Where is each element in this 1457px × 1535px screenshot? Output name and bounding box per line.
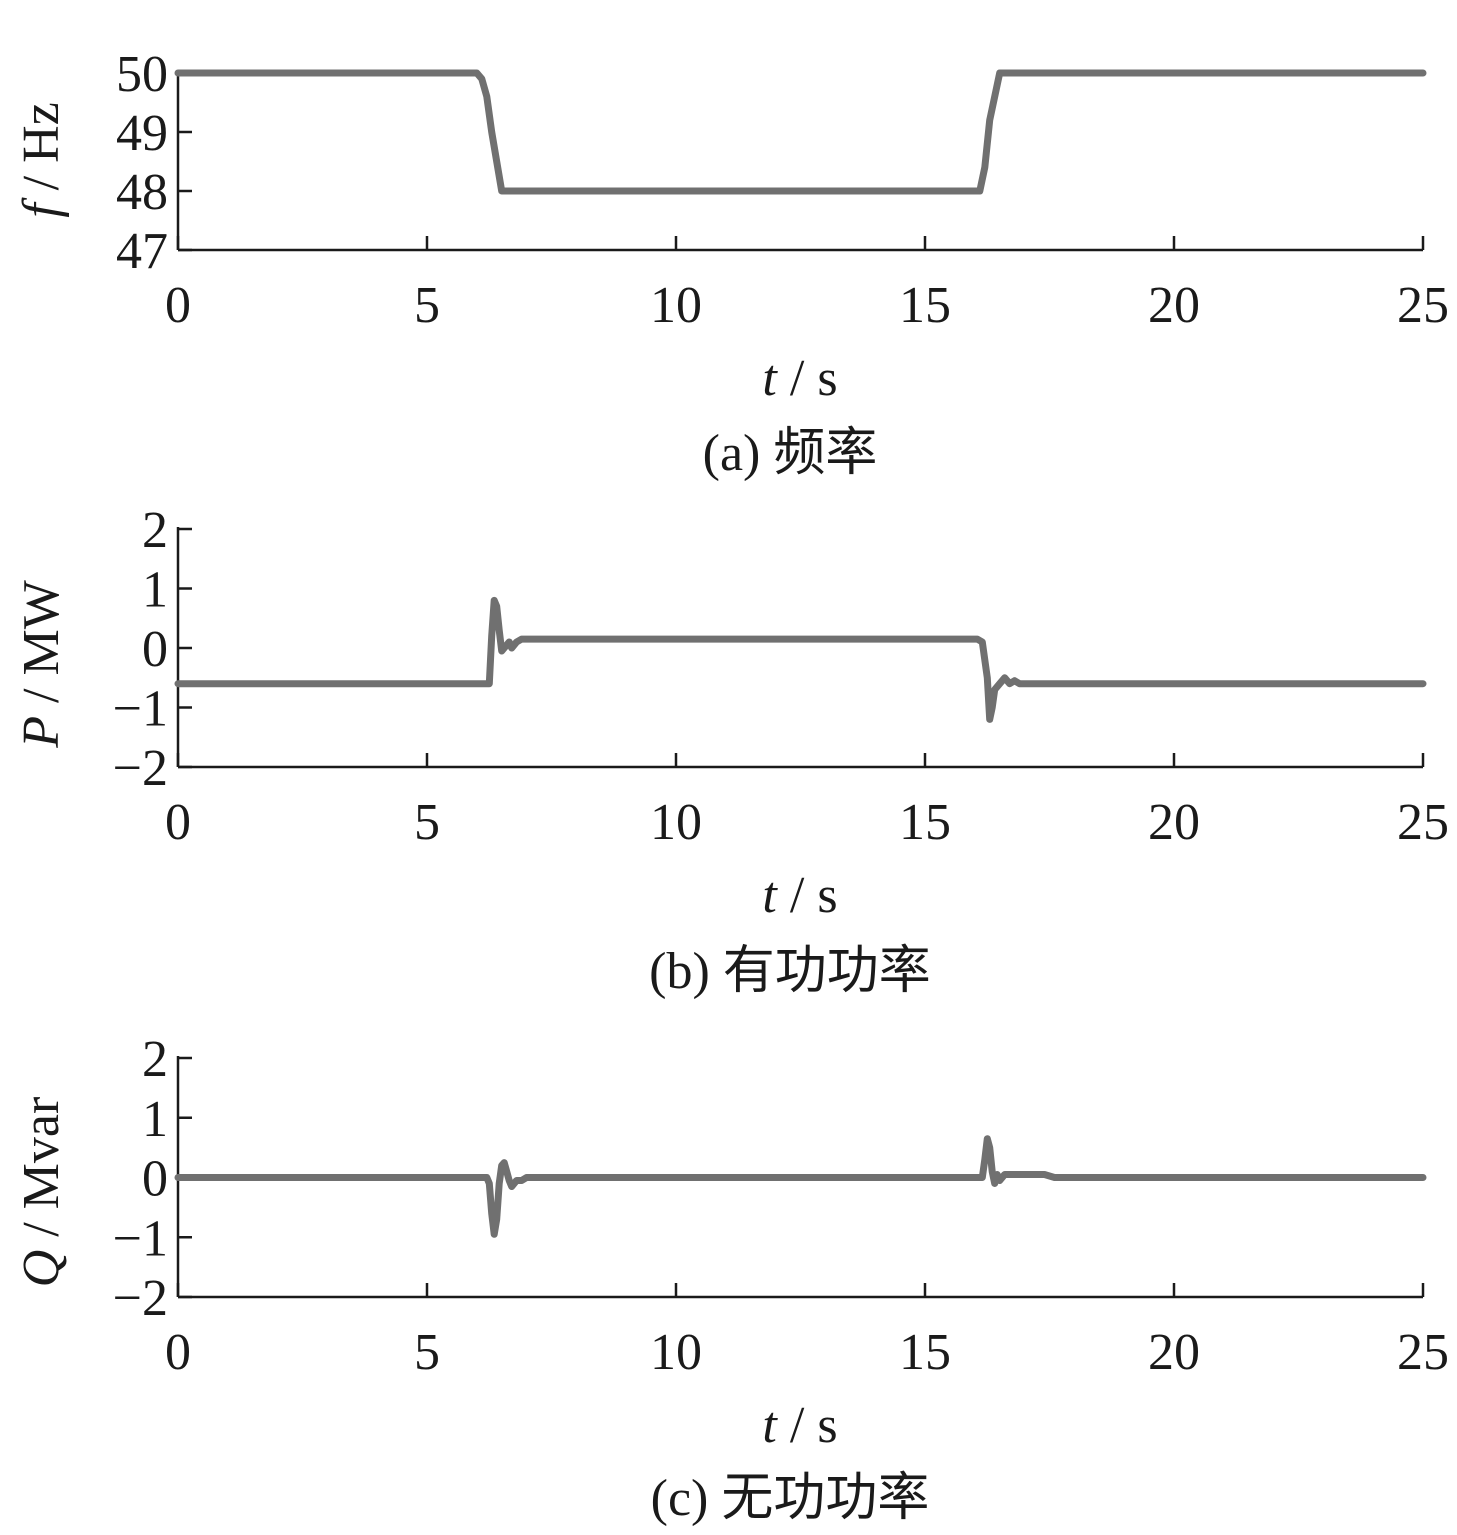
y-axis-label-reactive-power: Q / Mvar — [13, 1097, 70, 1288]
caption-active-power: (b) 有功功率 — [649, 943, 931, 1000]
x-tick-label-active-power: 15 — [899, 794, 951, 851]
caption-reactive-power: (c) 无功功率 — [651, 1470, 930, 1527]
x-tick-label-reactive-power: 15 — [899, 1324, 951, 1381]
y-tick-label-frequency: 50 — [116, 46, 168, 103]
x-axis-label-active-power: t / s — [762, 867, 837, 924]
y-tick-label-reactive-power: 2 — [142, 1031, 168, 1088]
y-tick-label-active-power: 0 — [142, 621, 168, 678]
series-line-frequency — [174, 69, 1427, 195]
x-tick-label-frequency: 10 — [650, 277, 702, 334]
y-tick-label-frequency: 49 — [116, 105, 168, 162]
y-axis-label-active-power: P / MW — [13, 580, 70, 749]
x-tick-label-active-power: 5 — [414, 794, 440, 851]
x-axis-label-reactive-power: t / s — [762, 1397, 837, 1454]
x-tick-label-frequency: 25 — [1397, 277, 1449, 334]
x-tick-label-active-power: 0 — [165, 794, 191, 851]
x-tick-label-reactive-power: 25 — [1397, 1324, 1449, 1381]
y-tick-label-active-power: −1 — [113, 681, 168, 738]
y-tick-label-reactive-power: −2 — [113, 1270, 168, 1327]
series-line-active-power — [174, 596, 1427, 723]
x-tick-label-reactive-power: 20 — [1148, 1324, 1200, 1381]
caption-frequency: (a) 频率 — [703, 425, 878, 482]
x-tick-label-frequency: 15 — [899, 277, 951, 334]
y-tick-label-active-power: 1 — [142, 562, 168, 619]
y-tick-label-frequency: 47 — [116, 223, 168, 280]
y-tick-label-reactive-power: 1 — [142, 1091, 168, 1148]
x-tick-label-active-power: 25 — [1397, 794, 1449, 851]
x-tick-label-frequency: 20 — [1148, 277, 1200, 334]
x-tick-label-reactive-power: 5 — [414, 1324, 440, 1381]
y-tick-label-active-power: −2 — [113, 740, 168, 797]
x-tick-label-active-power: 20 — [1148, 794, 1200, 851]
x-tick-label-frequency: 0 — [165, 277, 191, 334]
x-tick-label-reactive-power: 10 — [650, 1324, 702, 1381]
y-tick-label-reactive-power: −1 — [113, 1210, 168, 1267]
x-axis-label-frequency: t / s — [762, 350, 837, 407]
y-tick-label-frequency: 48 — [116, 164, 168, 221]
x-tick-label-reactive-power: 0 — [165, 1324, 191, 1381]
y-axis-label-frequency: f / Hz — [13, 102, 70, 218]
x-tick-label-active-power: 10 — [650, 794, 702, 851]
y-tick-label-active-power: 2 — [142, 502, 168, 559]
series-line-reactive-power — [174, 1135, 1427, 1238]
x-tick-label-frequency: 5 — [414, 277, 440, 334]
y-tick-label-reactive-power: 0 — [142, 1151, 168, 1208]
